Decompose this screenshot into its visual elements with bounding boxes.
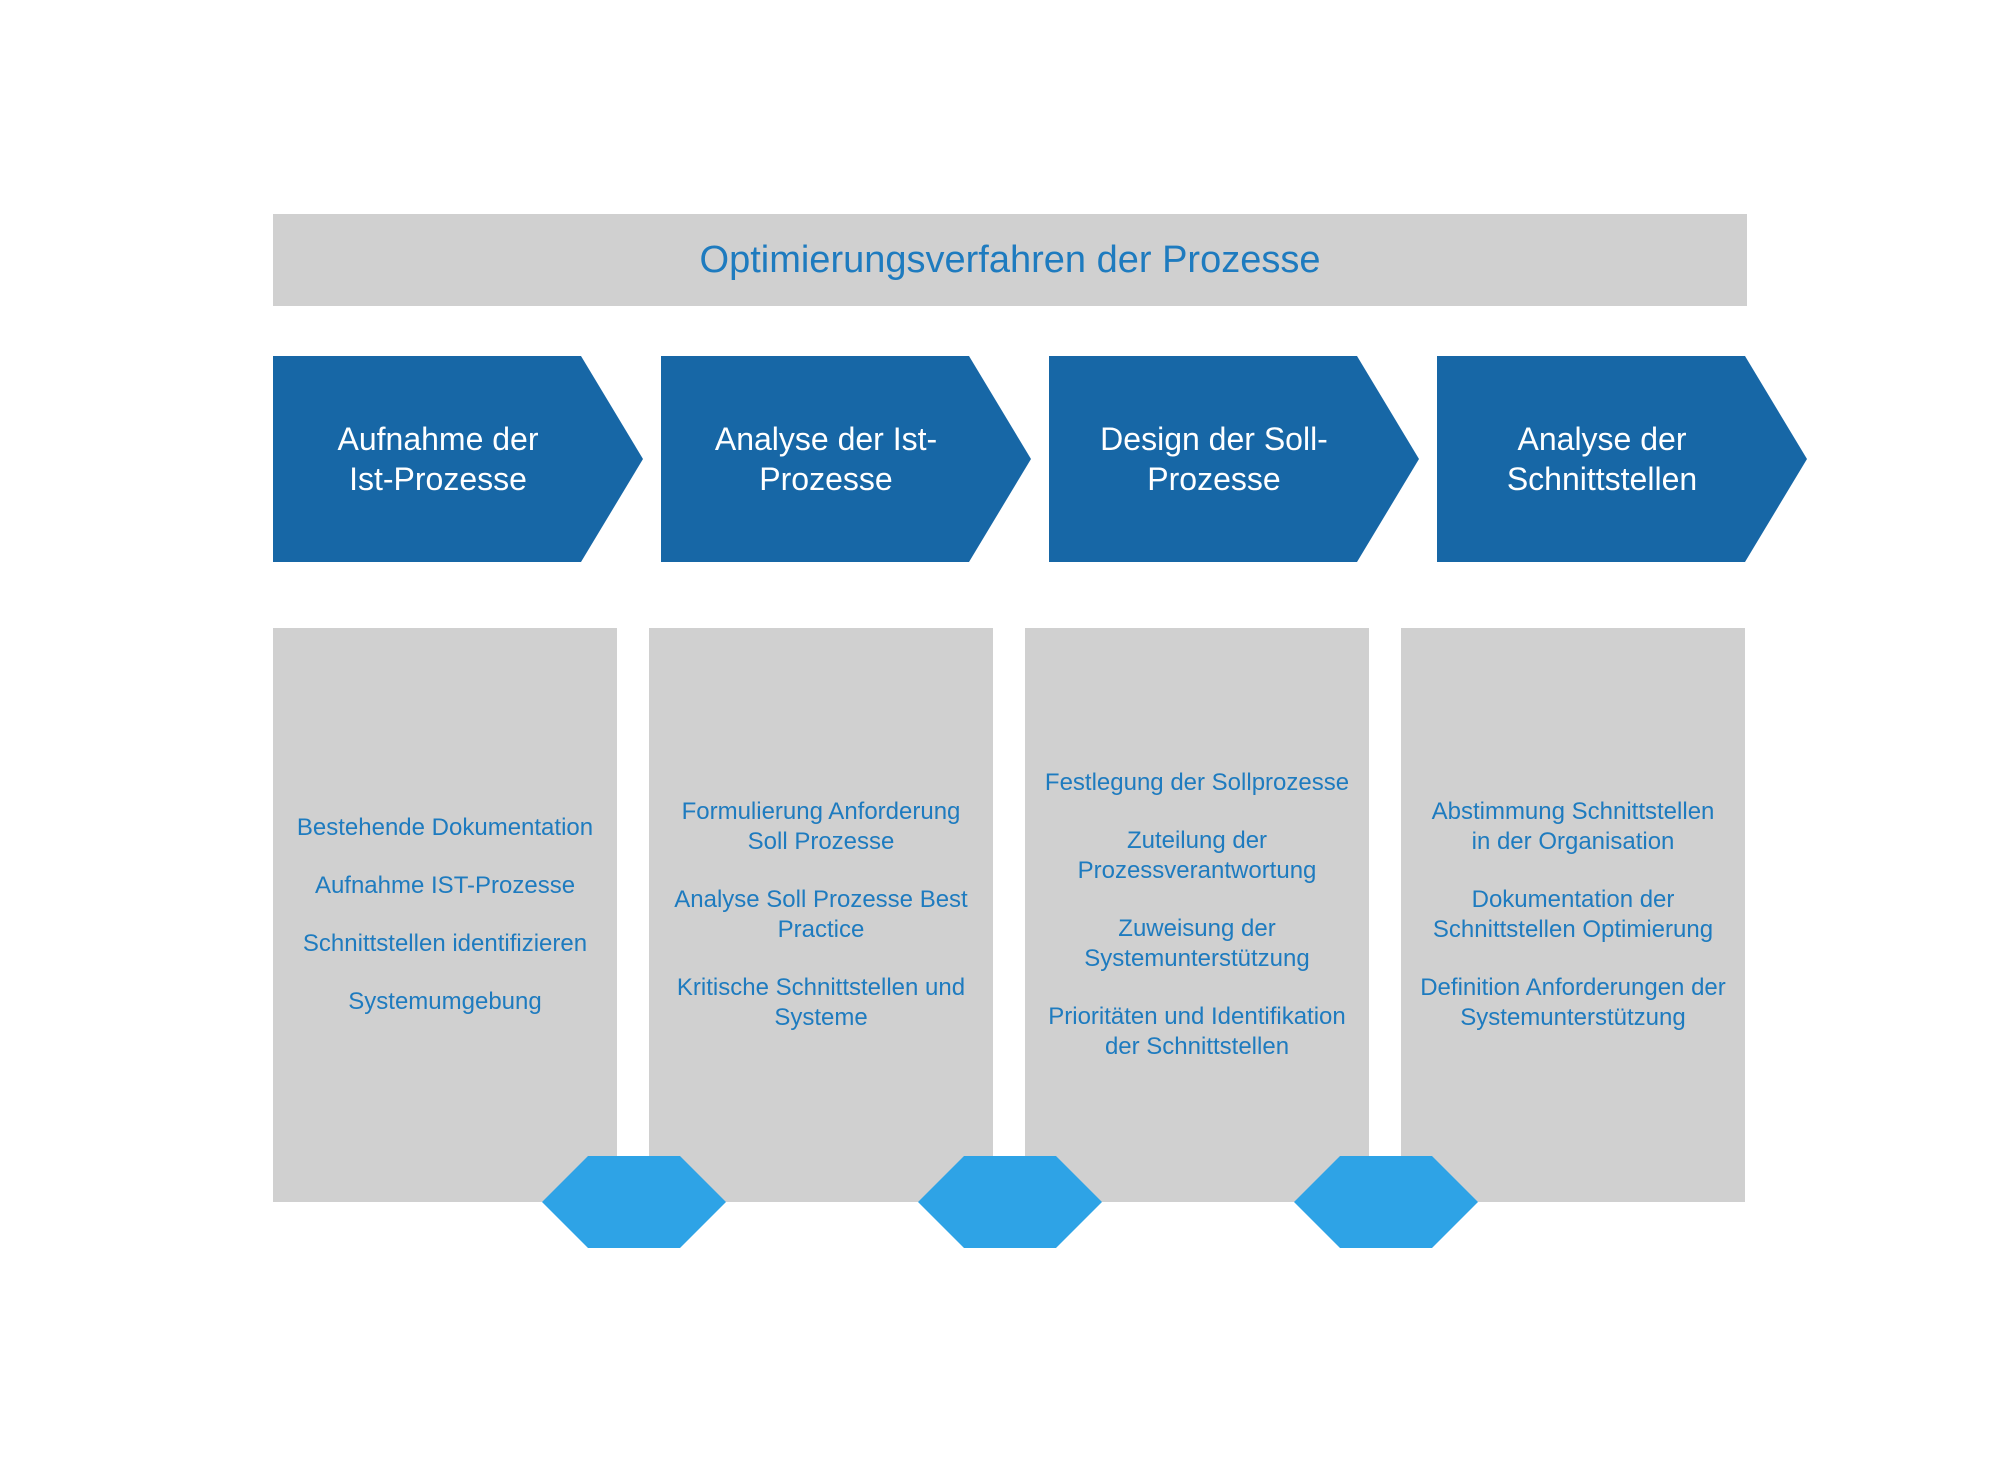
process-step-label: Aufnahme derIst-Prozesse — [337, 419, 538, 499]
process-step-chevron-3: Design der Soll-Prozesse — [1049, 356, 1419, 562]
detail-item: Abstimmung Schnittstellen in der Organis… — [1419, 797, 1727, 857]
title-bar: Optimierungsverfahren der Prozesse — [273, 214, 1747, 306]
detail-item: Prioritäten und Identifikation der Schni… — [1043, 1002, 1351, 1062]
detail-item: Definition Anforderungen der Systemunter… — [1419, 973, 1727, 1033]
detail-box-3: Festlegung der Sollprozesse Zuteilung der… — [1025, 628, 1369, 1202]
process-step-label-line2: Prozesse — [1100, 459, 1328, 499]
process-step-chevron-1: Aufnahme derIst-Prozesse — [273, 356, 643, 562]
detail-box-2: Formulierung Anforderung Soll Prozesse An… — [649, 628, 993, 1202]
detail-item: Formulierung Anforderung Soll Prozesse — [667, 797, 975, 857]
process-step-chevron-4: Analyse derSchnittstellen — [1437, 356, 1807, 562]
detail-item: Systemumgebung — [348, 987, 541, 1017]
detail-item: Festlegung der Sollprozesse — [1045, 768, 1349, 798]
process-step-label: Analyse der Ist-Prozesse — [715, 419, 937, 499]
process-step-label-line2: Ist-Prozesse — [337, 459, 538, 499]
process-step-label-line2: Schnittstellen — [1507, 459, 1697, 499]
detail-item: Bestehende Dokumentation — [297, 813, 593, 843]
diagram-canvas: Optimierungsverfahren der Prozesse Aufnah… — [0, 0, 2014, 1474]
detail-item: Zuteilung der Prozessverantwortung — [1043, 826, 1351, 886]
process-step-label-line1: Aufnahme der — [337, 419, 538, 459]
detail-box-1: Bestehende Dokumentation Aufnahme IST-Pro… — [273, 628, 617, 1202]
process-step-chevron-2: Analyse der Ist-Prozesse — [661, 356, 1031, 562]
process-step-label-line1: Analyse der Ist- — [715, 419, 937, 459]
detail-item: Kritische Schnittstellen und Systeme — [667, 973, 975, 1033]
detail-item: Dokumentation der Schnittstellen Optimie… — [1419, 885, 1727, 945]
process-step-label: Analyse derSchnittstellen — [1507, 419, 1697, 499]
detail-item: Zuweisung der Systemunterstützung — [1043, 914, 1351, 974]
process-step-label: Design der Soll-Prozesse — [1100, 419, 1328, 499]
detail-box-4: Abstimmung Schnittstellen in der Organis… — [1401, 628, 1745, 1202]
detail-item: Analyse Soll Prozesse Best Practice — [667, 885, 975, 945]
process-step-label-line2: Prozesse — [715, 459, 937, 499]
detail-item: Aufnahme IST-Prozesse — [315, 871, 575, 901]
process-step-label-line1: Analyse der — [1507, 419, 1697, 459]
process-step-label-line1: Design der Soll- — [1100, 419, 1328, 459]
detail-item: Schnittstellen identifizieren — [303, 929, 587, 959]
title-text: Optimierungsverfahren der Prozesse — [700, 239, 1321, 282]
